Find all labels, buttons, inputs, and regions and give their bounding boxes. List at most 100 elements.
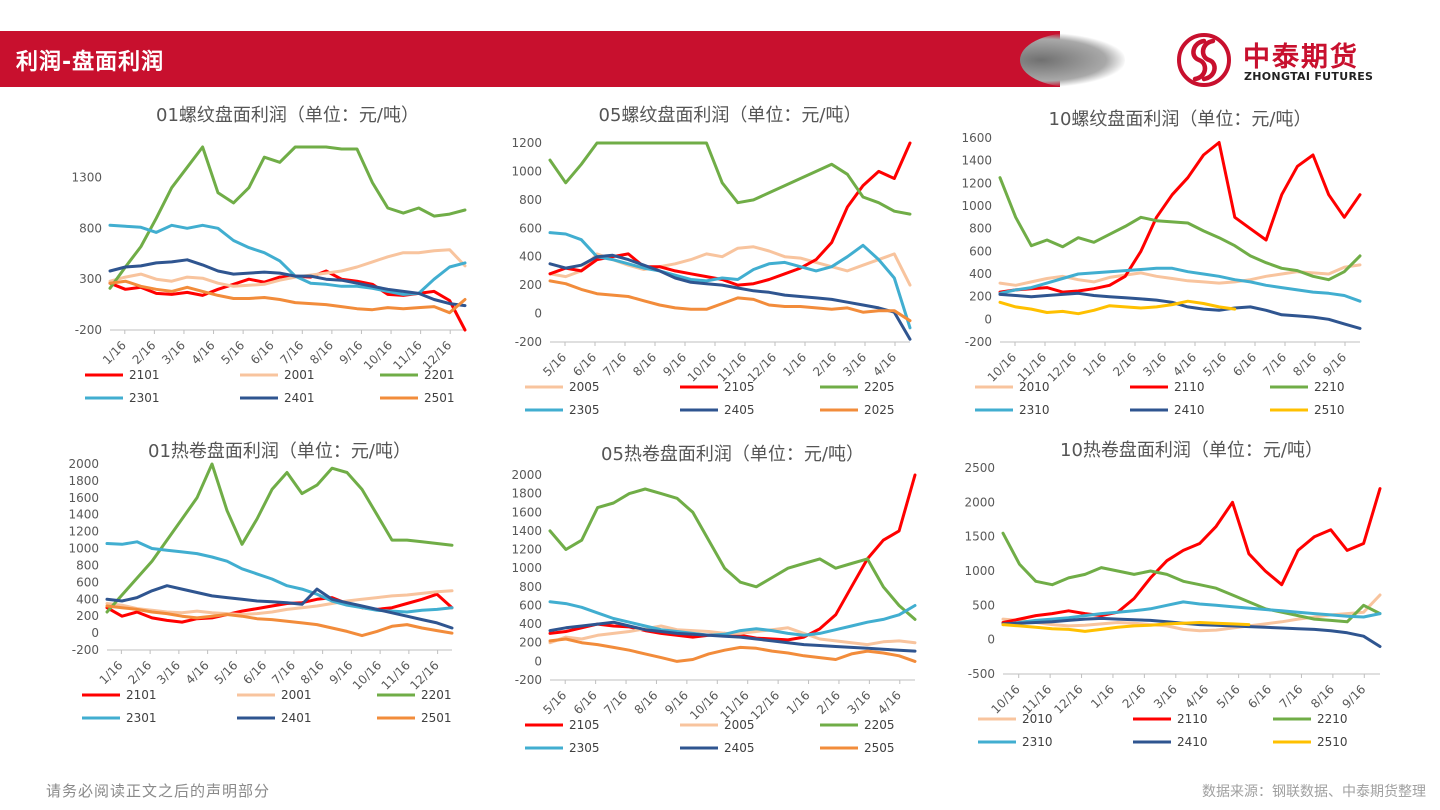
series-line-2401: [108, 258, 467, 308]
legend-label-2105: 2105: [569, 718, 600, 732]
chart-title: 01热卷盘面利润（单位：元/吨）: [148, 441, 411, 462]
y-tick-label: 0: [91, 626, 99, 640]
series-line-2305: [548, 231, 912, 330]
y-tick-label: 200: [76, 609, 99, 623]
x-tick-label: 3/16: [845, 688, 874, 717]
legend-label-2010: 2010: [1022, 712, 1053, 726]
y-tick-label: 2000: [511, 468, 542, 482]
page-title: 利润-盘面利润: [16, 50, 165, 75]
chart-svg: 01热卷盘面利润（单位：元/吨） -200 0 200 400 600 800 1000 120…: [68, 441, 454, 725]
legend-label-2401: 2401: [281, 711, 312, 725]
series-line-2201: [105, 462, 454, 614]
chart-title: 01螺纹盘面利润（单位：元/吨）: [156, 105, 419, 126]
chart-title: 10螺纹盘面利润（单位：元/吨）: [1049, 109, 1312, 130]
series-line-2410: [998, 291, 1362, 330]
series-line-2501: [108, 279, 467, 315]
legend-label-2101: 2101: [126, 688, 157, 702]
x-tick-label: 8/16: [630, 350, 659, 379]
chart-hrc-01-profit: 01热卷盘面利润（单位：元/吨） -200 0 200 400 600 800 1000 120…: [50, 432, 480, 762]
x-tick-label: 2/16: [125, 658, 154, 687]
legend-label-2401: 2401: [284, 391, 315, 405]
y-tick-label: 400: [969, 267, 992, 281]
y-tick-label: 1000: [68, 542, 99, 556]
legend-label-2410: 2410: [1174, 403, 1205, 417]
series-line-2025: [548, 279, 912, 323]
chart-rebar-05-profit: 05螺纹盘面利润（单位：元/吨） -200 0 200 400 600 800 1000 120…: [505, 95, 935, 430]
x-tick-label: 5/16: [540, 350, 569, 379]
y-tick-label: -200: [72, 643, 99, 657]
chart-title: 05螺纹盘面利润（单位：元/吨）: [599, 105, 862, 126]
y-tick-label: 600: [519, 598, 542, 612]
legend-label-2201: 2201: [421, 688, 452, 702]
y-tick-label: 2000: [964, 495, 995, 509]
legend-label-2001: 2001: [281, 688, 312, 702]
chart-svg: 05热卷盘面利润（单位：元/吨） -200 0 200 400 600 800 1000 120…: [511, 444, 917, 755]
y-tick-label: 800: [79, 221, 102, 235]
x-tick-label: 5/16: [218, 338, 247, 367]
chart-hrc-10-profit: 10热卷盘面利润（单位：元/吨） -500 0 500 1000 1500 2000 2500…: [955, 432, 1405, 762]
y-tick-label: 1200: [511, 136, 542, 150]
x-tick-label: 9/16: [1320, 350, 1349, 379]
x-tick-label: 8/16: [632, 688, 661, 717]
y-tick-label: 1000: [961, 199, 992, 213]
legend-label-2210: 2210: [1314, 380, 1345, 394]
x-tick-label: 2/16: [1120, 682, 1149, 711]
y-tick-label: 800: [519, 580, 542, 594]
y-tick-label: 1000: [511, 164, 542, 178]
y-tick-label: 1600: [68, 491, 99, 505]
series-line-2205: [548, 141, 912, 216]
y-tick-label: 2000: [68, 457, 99, 471]
y-tick-label: -200: [965, 335, 992, 349]
y-tick-label: -200: [515, 335, 542, 349]
x-tick-label: 1/16: [1080, 350, 1109, 379]
series-line-2301: [105, 540, 454, 614]
legend-label-2110: 2110: [1177, 712, 1208, 726]
x-tick-label: 8/16: [307, 338, 336, 367]
x-tick-label: 2/16: [810, 350, 839, 379]
x-tick-label: 2/16: [130, 338, 159, 367]
y-tick-label: -200: [75, 323, 102, 337]
x-tick-label: 3/16: [1140, 350, 1169, 379]
chart-rebar-10-profit: 10螺纹盘面利润（单位：元/吨） -200 0 200 400 600 800 1000 120…: [955, 95, 1405, 430]
x-tick-label: 2/16: [1110, 350, 1139, 379]
series-line-2110: [1001, 487, 1382, 624]
y-tick-label: 1200: [511, 543, 542, 557]
series-line-2310: [998, 266, 1362, 303]
x-tick-label: 6/16: [570, 350, 599, 379]
series-line-2110: [998, 141, 1362, 294]
banner-shadow: [1020, 33, 1125, 87]
legend-label-2110: 2110: [1174, 380, 1205, 394]
y-tick-label: 200: [519, 636, 542, 650]
series-line-2105: [548, 141, 912, 287]
legend-label-2501: 2501: [421, 711, 452, 725]
header-banner: [0, 31, 1060, 87]
chart-svg: 05螺纹盘面利润（单位：元/吨） -200 0 200 400 600 800 1000 120…: [511, 105, 912, 417]
y-tick-label: 1200: [961, 176, 992, 190]
x-tick-label: 1/16: [784, 688, 813, 717]
chart-svg: 10螺纹盘面利润（单位：元/吨） -200 0 200 400 600 800 1000 120…: [961, 109, 1362, 417]
legend-label-2510: 2510: [1314, 403, 1345, 417]
x-tick-label: 2/16: [814, 688, 843, 717]
legend-label-2210: 2210: [1317, 712, 1348, 726]
legend-label-2005: 2005: [724, 718, 755, 732]
footer-disclaimer: 请务必阅读正文之后的声明部分: [46, 782, 271, 800]
x-tick-label: 3/16: [840, 350, 869, 379]
series-line-2001: [105, 589, 454, 616]
legend-label-2301: 2301: [126, 711, 157, 725]
x-tick-label: 3/16: [154, 658, 183, 687]
legend-label-2510: 2510: [1317, 735, 1348, 749]
legend-label-2310: 2310: [1019, 403, 1050, 417]
footer-source: 数据来源：钢联数据、中泰期货整理: [1202, 784, 1426, 800]
y-tick-label: 1600: [961, 131, 992, 145]
x-tick-label: 7/16: [277, 338, 306, 367]
legend-label-2001: 2001: [284, 368, 315, 382]
chart-svg: 01螺纹盘面利润（单位：元/吨） -200 300 800 1300 1/16 2/16 3/…: [71, 105, 467, 405]
legend-label-2201: 2201: [424, 368, 455, 382]
series-line-2305: [548, 600, 917, 637]
y-tick-label: 800: [76, 558, 99, 572]
y-tick-label: 200: [969, 290, 992, 304]
x-tick-label: 3/16: [159, 338, 188, 367]
x-tick-label: 1/16: [1088, 682, 1117, 711]
x-tick-label: 5/16: [540, 688, 569, 717]
y-tick-label: 800: [519, 193, 542, 207]
